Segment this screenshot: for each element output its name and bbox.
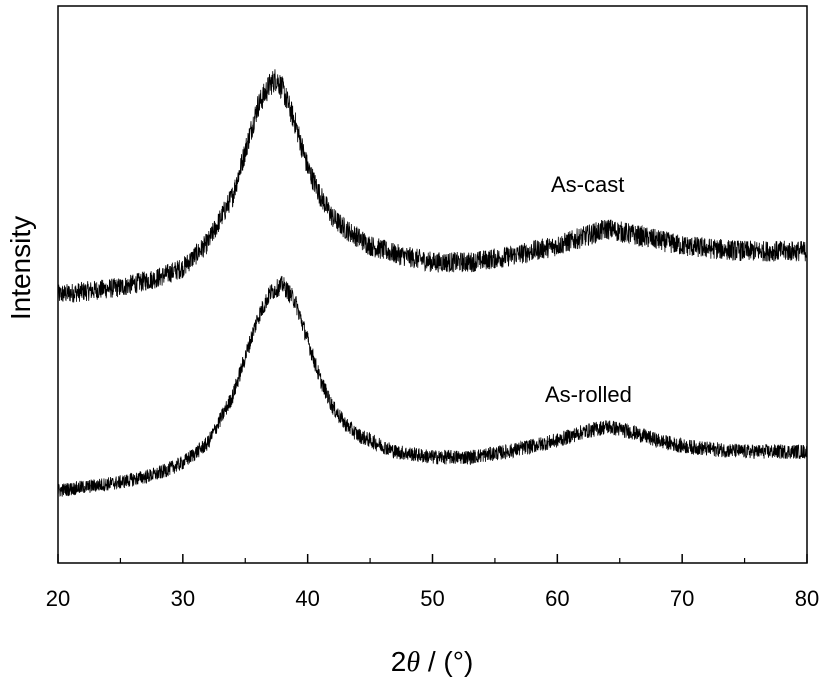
x-tick-label: 50 [420, 586, 444, 611]
x-axis-tick-labels: 20 30 40 50 60 70 80 [46, 586, 819, 611]
x-axis-title: 2θ / (°) [391, 646, 474, 678]
x-tick-label: 70 [670, 586, 694, 611]
x-tick-label: 20 [46, 586, 70, 611]
x-tick-label: 60 [545, 586, 569, 611]
series-line-as-cast [57, 69, 808, 303]
y-axis-title: Intensity [5, 216, 36, 320]
series-line-as-rolled [57, 275, 808, 497]
x-tick-label: 40 [295, 586, 319, 611]
plot-frame [57, 5, 808, 564]
series-layer [57, 69, 808, 497]
annotation-as-cast: As-cast [551, 172, 624, 197]
x-tick-label: 30 [171, 586, 195, 611]
x-axis-ticks [57, 554, 808, 563]
annotation-as-rolled: As-rolled [545, 382, 632, 407]
x-tick-label: 80 [795, 586, 819, 611]
